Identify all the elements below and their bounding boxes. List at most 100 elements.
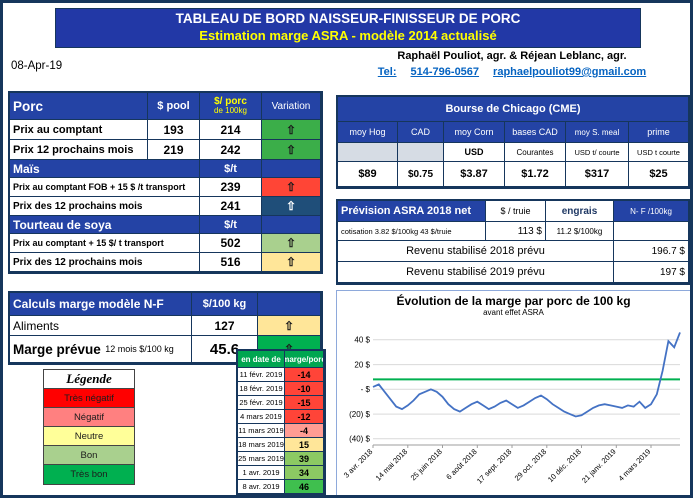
- calculs-header-spacer: [258, 293, 321, 316]
- calculs-unit: $/100 kg: [192, 293, 258, 316]
- cme-value: $1.72: [505, 162, 566, 187]
- margin-date: 18 mars 2019: [238, 438, 285, 452]
- cme-value: $3.87: [444, 162, 505, 187]
- legend-item: Négatif: [44, 408, 134, 427]
- margin-value: -4: [285, 424, 324, 438]
- porc-price-header-line2: de 100kg: [214, 106, 247, 116]
- pool-col-header: $ pool: [148, 93, 200, 120]
- svg-text:- $: - $: [361, 385, 371, 394]
- soya-header-spacer: [262, 216, 321, 234]
- porc-table: Porc $ pool $/ porc de 100kg Variation P…: [8, 91, 323, 274]
- soya-row-label: Prix au comptant + 15 $/ t transport: [10, 234, 200, 253]
- asra-rev2018-value: 196.7 $: [614, 241, 689, 262]
- cme-col-header: CAD: [398, 122, 444, 143]
- svg-text:4 mars 2019: 4 mars 2019: [617, 447, 653, 483]
- porc-row-label: Prix au comptant: [10, 120, 148, 140]
- svg-text:3 avr. 2018: 3 avr. 2018: [342, 447, 375, 480]
- mais-value: 241: [200, 197, 262, 216]
- calculs-title: Calculs marge modèle N-F: [10, 293, 192, 316]
- cme-value: $0.75: [398, 162, 444, 187]
- porc-value: 214: [200, 120, 262, 140]
- margin-evolution-chart: Évolution de la marge par porc de 100 kg…: [336, 290, 690, 495]
- svg-text:29 oct. 2018: 29 oct. 2018: [513, 447, 549, 483]
- cme-col-header: moy S. meal: [566, 122, 629, 143]
- contact-line: Tel: 514-796-0567 raphaelpouliot99@gmail.c…: [333, 66, 690, 78]
- margin-value: 34: [285, 466, 324, 480]
- soya-unit: $/t: [200, 216, 262, 234]
- soya-row-label: Prix des 12 prochains mois: [10, 253, 200, 272]
- cme-col-header: bases CAD: [505, 122, 566, 143]
- svg-text:6 août 2018: 6 août 2018: [444, 447, 478, 481]
- mais-header-spacer: [262, 160, 321, 178]
- chart-subtitle: avant effet ASRA: [483, 308, 544, 317]
- page-title: TABLEAU DE BORD NAISSEUR-FINISSEUR DE PO…: [175, 11, 521, 27]
- aliments-label: Aliments: [10, 316, 192, 336]
- chart-title: Évolution de la marge par porc de 100 kg: [396, 294, 631, 308]
- aliments-value: 127: [192, 316, 258, 336]
- margin-value: -12: [285, 410, 324, 424]
- page-subtitle: Estimation marge ASRA - modèle 2014 actu…: [199, 28, 497, 44]
- cme-unit: USD t courte: [629, 143, 689, 162]
- margin-date: 11 févr. 2019: [238, 368, 285, 382]
- margin-value: 39: [285, 452, 324, 466]
- margin-value: -10: [285, 382, 324, 396]
- margin-value: -15: [285, 396, 324, 410]
- asra-truie-header: $ / truie: [486, 201, 546, 222]
- porc-price-header-line1: $/ porc: [214, 95, 247, 107]
- mais-unit: $/t: [200, 160, 262, 178]
- cme-value: $317: [566, 162, 629, 187]
- margin-date: 8 avr. 2019: [238, 480, 285, 494]
- phone-link[interactable]: 514-796-0567: [410, 66, 480, 78]
- svg-text:14 mai 2018: 14 mai 2018: [374, 447, 410, 483]
- up-arrow-icon: ⇧: [262, 234, 321, 253]
- asra-table: Prévision ASRA 2018 net $ / truie engrai…: [336, 199, 690, 285]
- asra-nf-value: [614, 222, 689, 241]
- margin-value-header: marge/porc: [285, 351, 324, 368]
- cme-table: Bourse de Chicago (CME) moy Hog CAD moy …: [336, 95, 690, 189]
- margin-date: 4 mars 2019: [238, 410, 285, 424]
- asra-truie-value: 113 $: [486, 222, 546, 241]
- calculs-marge-table: Calculs marge modèle N-F $/100 kg Alimen…: [8, 291, 323, 365]
- margin-value: -14: [285, 368, 324, 382]
- margin-date: 11 mars 2019: [238, 424, 285, 438]
- up-arrow-icon: ⇧: [262, 253, 321, 272]
- margin-date: 25 févr. 2019: [238, 396, 285, 410]
- marge-prevue-label: Marge prévue 12 mois $/100 kg: [10, 336, 192, 363]
- margin-date: 1 avr. 2019: [238, 466, 285, 480]
- legend-title: Légende: [44, 370, 134, 389]
- svg-text:10 déc. 2018: 10 déc. 2018: [546, 447, 583, 484]
- cme-col-header: moy Hog: [338, 122, 398, 143]
- up-arrow-icon: ⇧: [258, 316, 321, 336]
- pool-value: 219: [148, 140, 200, 160]
- up-arrow-icon: ⇧: [262, 178, 321, 197]
- cme-col-header: prime: [629, 122, 689, 143]
- porc-col-header: Porc: [10, 93, 148, 120]
- svg-text:21 janv. 2019: 21 janv. 2019: [580, 447, 618, 485]
- margin-date: 18 févr. 2019: [238, 382, 285, 396]
- authors-line: Raphaël Pouliot, agr. & Réjean Leblanc, …: [397, 50, 627, 62]
- legend-item: Bon: [44, 446, 134, 465]
- email-link[interactable]: raphaelpouliot99@gmail.com: [493, 66, 647, 78]
- soya-section-header: Tourteau de soya: [10, 216, 200, 234]
- porc-row-label: Prix 12 prochains mois: [10, 140, 148, 160]
- legend-item: Très bon: [44, 465, 134, 484]
- asra-rev2018-label: Revenu stabilisé 2018 prévu: [338, 241, 614, 262]
- marge-prevue-label-sub: 12 mois $/100 kg: [105, 344, 174, 354]
- margin-date-header: en date de: [238, 351, 285, 368]
- porc-value: 242: [200, 140, 262, 160]
- asra-engrais-header: engrais: [546, 201, 614, 222]
- report-date: 08-Apr-19: [11, 60, 63, 72]
- cme-col-header: moy Corn: [444, 122, 505, 143]
- svg-text:40 $: 40 $: [354, 336, 370, 345]
- margin-value: 46: [285, 480, 324, 494]
- legend-item: Très négatif: [44, 389, 134, 408]
- legend-item: Neutre: [44, 427, 134, 446]
- mais-section-header: Maïs: [10, 160, 200, 178]
- margin-line-chart: 40 $ 20 $ - $ (20) $ (40) $ 3 avr. 2018 14 mai…: [342, 332, 681, 486]
- svg-text:(40) $: (40) $: [349, 435, 370, 444]
- weekly-margin-table: en date de marge/porc 11 févr. 2019 -14 …: [236, 349, 326, 495]
- asra-nf-header: N- F /100kg: [614, 201, 689, 222]
- asra-rev2019-label: Revenu stabilisé 2019 prévu: [338, 262, 614, 283]
- cme-value: $25: [629, 162, 689, 187]
